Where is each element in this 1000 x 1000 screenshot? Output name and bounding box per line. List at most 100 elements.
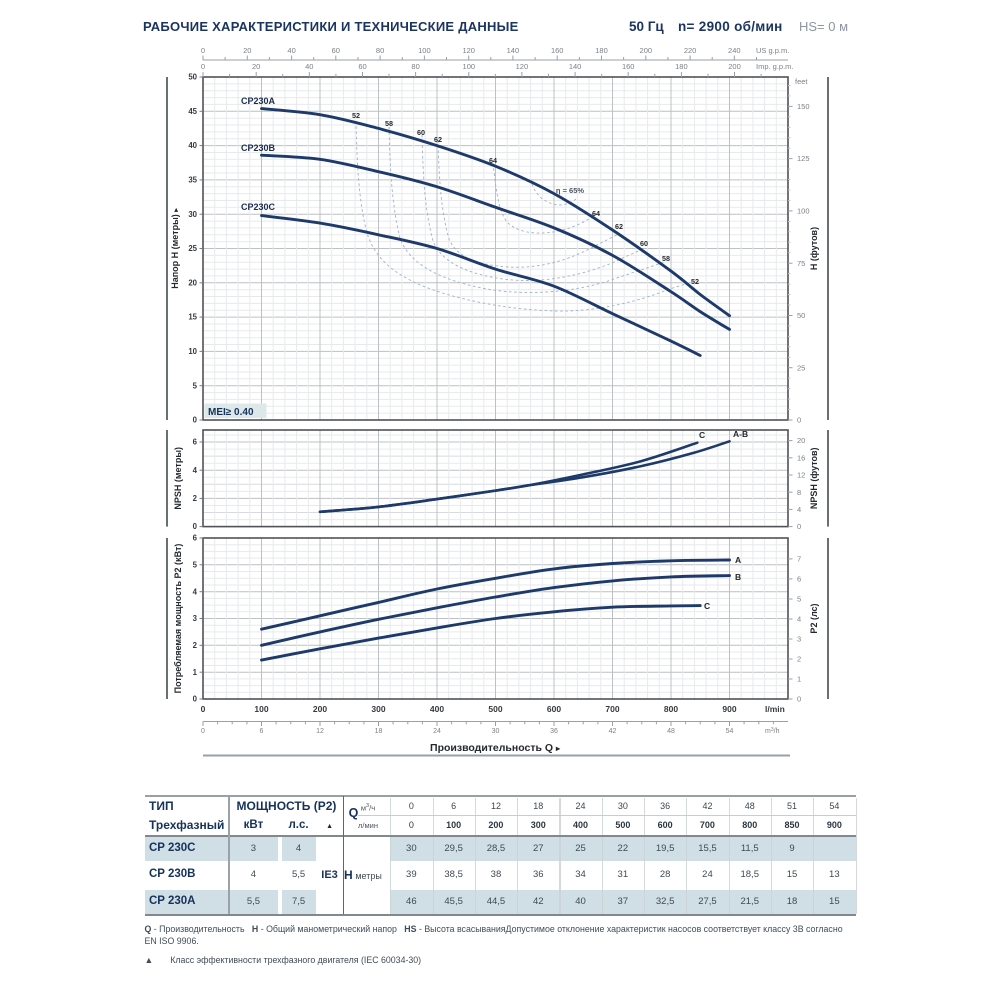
svg-text:25: 25 xyxy=(797,363,805,372)
svg-text:20: 20 xyxy=(797,436,805,445)
svg-text:180: 180 xyxy=(675,62,688,71)
svg-text:m3/h: m3/h xyxy=(765,727,780,735)
svg-text:0: 0 xyxy=(797,416,801,425)
svg-text:40: 40 xyxy=(287,46,295,55)
svg-text:140: 140 xyxy=(507,46,520,55)
svg-text:160: 160 xyxy=(622,62,635,71)
svg-text:40: 40 xyxy=(305,62,313,71)
svg-text:700: 700 xyxy=(605,704,619,714)
svg-text:64: 64 xyxy=(489,156,497,165)
svg-text:0: 0 xyxy=(193,695,198,704)
svg-text:6: 6 xyxy=(260,728,264,735)
svg-text:B: B xyxy=(735,572,741,582)
svg-text:75: 75 xyxy=(797,259,805,268)
svg-text:800: 800 xyxy=(664,704,678,714)
svg-text:20: 20 xyxy=(243,46,251,55)
svg-text:35: 35 xyxy=(188,176,197,185)
svg-text:36: 36 xyxy=(550,728,558,735)
svg-text:NPSH (футов): NPSH (футов) xyxy=(809,447,819,509)
svg-text:8: 8 xyxy=(797,488,801,497)
svg-text:4: 4 xyxy=(797,615,801,624)
svg-text:42: 42 xyxy=(609,728,617,735)
svg-text:feet: feet xyxy=(795,77,808,86)
svg-text:50: 50 xyxy=(188,73,197,82)
svg-text:5: 5 xyxy=(193,381,198,390)
svg-text:40: 40 xyxy=(188,141,197,150)
svg-text:0: 0 xyxy=(201,704,206,714)
svg-text:240: 240 xyxy=(728,46,741,55)
svg-text:5: 5 xyxy=(193,560,198,569)
svg-text:64: 64 xyxy=(592,209,600,218)
svg-text:Imp. g.p.m.: Imp. g.p.m. xyxy=(756,62,794,71)
svg-text:24: 24 xyxy=(433,728,441,735)
svg-text:25: 25 xyxy=(188,244,197,253)
svg-text:62: 62 xyxy=(615,222,623,231)
svg-text:120: 120 xyxy=(462,46,475,55)
svg-text:5: 5 xyxy=(797,595,801,604)
svg-text:CP230A: CP230A xyxy=(241,96,276,106)
svg-text:0: 0 xyxy=(797,695,801,704)
svg-text:1: 1 xyxy=(797,675,801,684)
svg-text:CP230B: CP230B xyxy=(241,143,276,153)
svg-text:3: 3 xyxy=(193,614,198,623)
svg-text:58: 58 xyxy=(662,254,670,263)
svg-text:A: A xyxy=(735,555,741,565)
svg-text:Производительность Q ▸: Производительность Q ▸ xyxy=(430,742,561,754)
svg-text:80: 80 xyxy=(376,46,384,55)
svg-text:900: 900 xyxy=(722,704,736,714)
svg-text:20: 20 xyxy=(252,62,260,71)
svg-text:C: C xyxy=(704,601,710,611)
svg-text:10: 10 xyxy=(188,347,197,356)
svg-text:62: 62 xyxy=(434,135,442,144)
svg-text:4: 4 xyxy=(193,466,198,475)
svg-text:4: 4 xyxy=(193,587,198,596)
svg-text:50: 50 xyxy=(797,311,805,320)
svg-text:100: 100 xyxy=(254,704,268,714)
svg-text:H (футов): H (футов) xyxy=(809,227,819,270)
svg-text:US g.p.m.: US g.p.m. xyxy=(756,46,789,55)
svg-text:200: 200 xyxy=(640,46,653,55)
svg-text:3: 3 xyxy=(797,635,801,644)
svg-text:12: 12 xyxy=(797,471,805,480)
svg-text:2: 2 xyxy=(193,641,198,650)
svg-text:CP230C: CP230C xyxy=(241,202,276,212)
svg-text:Напор H (метры) ▸: Напор H (метры) ▸ xyxy=(170,208,180,289)
svg-text:0: 0 xyxy=(193,416,198,425)
svg-text:Потребляемая мощность P2 (кВт): Потребляемая мощность P2 (кВт) xyxy=(173,544,183,694)
svg-text:6: 6 xyxy=(193,438,198,447)
svg-text:2: 2 xyxy=(797,655,801,664)
svg-text:2: 2 xyxy=(193,494,198,503)
svg-text:4: 4 xyxy=(797,505,801,514)
svg-text:200: 200 xyxy=(728,62,741,71)
svg-text:6: 6 xyxy=(797,575,801,584)
svg-text:16: 16 xyxy=(797,453,805,462)
svg-text:48: 48 xyxy=(667,728,675,735)
svg-text:300: 300 xyxy=(371,704,385,714)
svg-text:150: 150 xyxy=(797,102,810,111)
svg-text:45: 45 xyxy=(188,107,197,116)
svg-text:0: 0 xyxy=(201,728,205,735)
svg-text:54: 54 xyxy=(726,728,734,735)
svg-text:l/min: l/min xyxy=(765,704,785,714)
svg-text:η = 65%: η = 65% xyxy=(556,186,584,195)
svg-text:60: 60 xyxy=(332,46,340,55)
svg-text:7: 7 xyxy=(797,555,801,564)
svg-text:0: 0 xyxy=(797,522,801,531)
svg-text:400: 400 xyxy=(430,704,444,714)
svg-text:58: 58 xyxy=(385,119,393,128)
svg-text:18: 18 xyxy=(375,728,383,735)
svg-text:140: 140 xyxy=(569,62,582,71)
svg-text:30: 30 xyxy=(188,210,197,219)
svg-text:0: 0 xyxy=(201,46,205,55)
svg-text:500: 500 xyxy=(488,704,502,714)
svg-text:600: 600 xyxy=(547,704,561,714)
svg-text:200: 200 xyxy=(313,704,327,714)
svg-text:160: 160 xyxy=(551,46,564,55)
svg-text:52: 52 xyxy=(691,277,699,286)
svg-text:100: 100 xyxy=(463,62,476,71)
svg-text:60: 60 xyxy=(640,239,648,248)
svg-text:0: 0 xyxy=(201,62,205,71)
svg-text:15: 15 xyxy=(188,313,197,322)
svg-text:NPSH (метры): NPSH (метры) xyxy=(173,447,183,510)
svg-text:MEI≥ 0.40: MEI≥ 0.40 xyxy=(208,407,254,418)
